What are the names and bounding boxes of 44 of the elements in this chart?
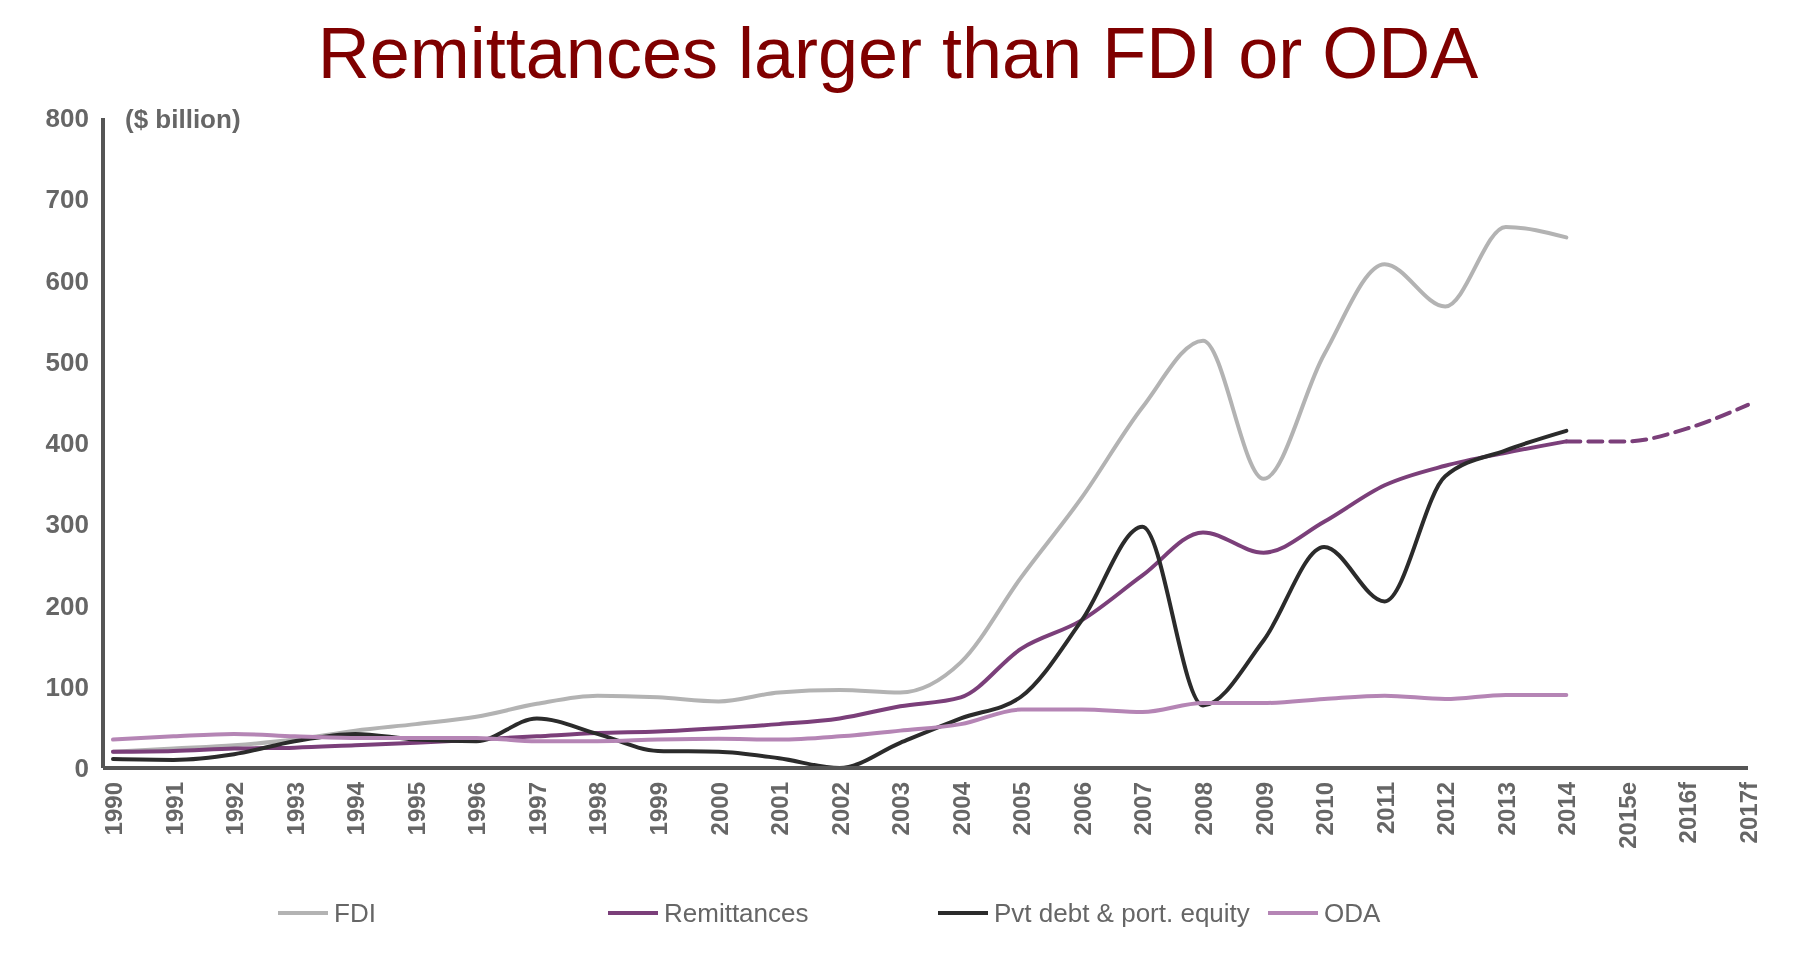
x-tick-label: 2017f bbox=[1735, 781, 1762, 844]
y-tick-label: 300 bbox=[45, 509, 89, 540]
x-tick-label: 1990 bbox=[100, 782, 127, 836]
x-tick-label: 2010 bbox=[1311, 782, 1339, 836]
x-tick-label: 1994 bbox=[342, 781, 370, 836]
x-tick-label: 2002 bbox=[826, 782, 854, 836]
chart-title: Remittances larger than FDI or ODA bbox=[317, 13, 1479, 93]
x-tick-label: 2012 bbox=[1432, 782, 1460, 836]
y-axis-title: ($ billion) bbox=[125, 104, 241, 134]
y-tick-label: 400 bbox=[45, 428, 89, 459]
legend-label: Pvt debt & port. equity bbox=[994, 898, 1250, 929]
y-tick-label: 800 bbox=[45, 103, 89, 134]
x-tick-label: 2004 bbox=[947, 781, 975, 836]
y-tick-label: 0 bbox=[74, 753, 89, 784]
legend-label: ODA bbox=[1324, 898, 1381, 929]
x-tick-label: 2007 bbox=[1129, 782, 1157, 836]
x-tick-label: 2008 bbox=[1190, 782, 1217, 836]
x-tick-label: 1999 bbox=[645, 782, 672, 836]
y-tick-label: 500 bbox=[45, 346, 89, 377]
y-tick-label: 700 bbox=[45, 184, 89, 215]
x-tick-label: 2015e bbox=[1613, 782, 1641, 849]
y-tick-label: 600 bbox=[45, 265, 89, 296]
x-tick-label: 2009 bbox=[1250, 782, 1278, 836]
x-tick-label: 1995 bbox=[402, 782, 430, 836]
x-tick-label: 2014 bbox=[1553, 781, 1581, 836]
x-tick-label: 2005 bbox=[1008, 782, 1036, 836]
x-tick-label: 1992 bbox=[221, 782, 249, 836]
x-tick-label: 1997 bbox=[523, 782, 551, 836]
x-tick-label: 2001 bbox=[766, 782, 794, 836]
line-series bbox=[111, 692, 1569, 744]
x-tick-label: 2011 bbox=[1371, 782, 1399, 835]
x-tick-label: 2000 bbox=[705, 782, 733, 836]
x-tick-label: 2006 bbox=[1068, 782, 1096, 836]
x-tick-label: 2013 bbox=[1492, 782, 1520, 836]
x-tick-label: 1996 bbox=[463, 782, 491, 836]
x-tick-label: 2016f bbox=[1674, 781, 1702, 844]
legend-label: Remittances bbox=[664, 898, 809, 929]
x-tick-label: 1993 bbox=[281, 782, 309, 836]
y-tick-label: 100 bbox=[45, 671, 89, 702]
y-tick-label: 200 bbox=[45, 590, 89, 621]
x-tick-label: 1998 bbox=[584, 782, 612, 836]
legend-label: FDI bbox=[334, 898, 376, 929]
x-tick-label: 2003 bbox=[887, 782, 915, 836]
x-tick-label: 1991 bbox=[160, 782, 188, 836]
